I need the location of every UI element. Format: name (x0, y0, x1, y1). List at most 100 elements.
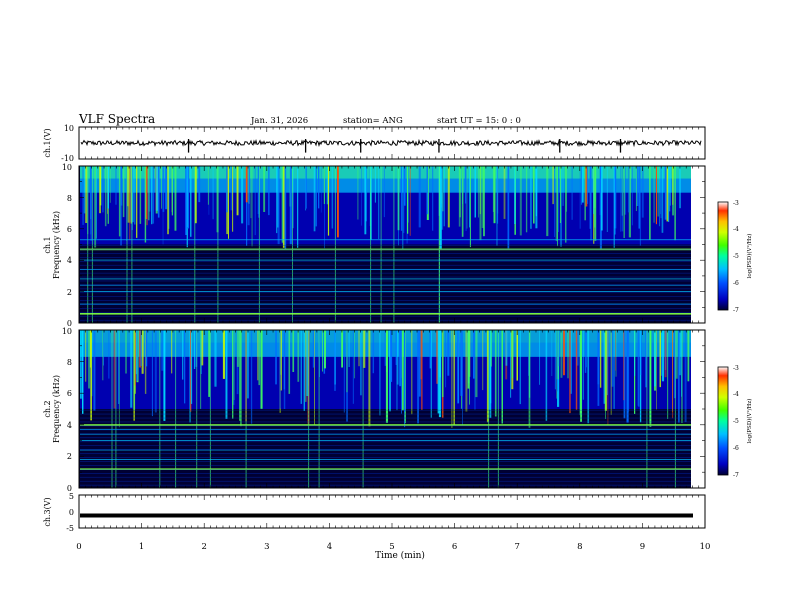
sferic-streak (469, 166, 470, 228)
sferic-streak (331, 166, 334, 229)
sferic-streak (363, 330, 366, 368)
impulse-line (308, 330, 310, 488)
sferic-streak (465, 166, 467, 231)
spectrogram-row (80, 319, 691, 321)
sferic-streak (590, 166, 592, 241)
sferic-streak (558, 330, 560, 367)
ch1-spectrogram-ylabel: Frequency (kHz) (52, 211, 61, 279)
sferic-streak (621, 166, 624, 232)
spectrogram-row (80, 441, 691, 443)
sferic-streak (384, 330, 387, 366)
sferic-streak (464, 166, 467, 204)
sferic-streak (675, 330, 678, 379)
sferic-streak (139, 330, 141, 368)
sferic-streak (403, 166, 405, 233)
sferic-streak (654, 330, 657, 387)
xtick-9: 9 (640, 542, 645, 552)
sferic-streak (486, 330, 489, 423)
sferic-streak (83, 166, 86, 214)
sferic-streak (593, 166, 595, 214)
sferic-streak (232, 166, 234, 232)
sferic-streak (157, 166, 160, 218)
sferic-streak (230, 166, 233, 211)
sferic-streak (638, 330, 640, 407)
sferic-streak (245, 166, 248, 203)
ch3-ytick-bottom: -5 (66, 524, 74, 533)
sferic-streak (453, 330, 455, 426)
spectrogram-row (80, 433, 691, 435)
sferic-streak (599, 166, 602, 216)
sferic-streak (420, 330, 423, 380)
sferic-streak (679, 330, 681, 376)
sferic-streak (90, 330, 92, 421)
sferic-streak (611, 330, 614, 387)
sferic-streak (395, 330, 398, 365)
sferic-streak (473, 330, 475, 379)
sferic-streak (552, 166, 554, 205)
sferic-streak (94, 166, 97, 248)
sferic-streak (236, 330, 240, 367)
sferic-streak (247, 330, 249, 399)
sferic-streak (313, 166, 316, 232)
sferic-streak (556, 330, 557, 399)
sferic-streak (322, 330, 323, 372)
sferic-streak (539, 330, 541, 385)
sferic-streak (251, 166, 253, 247)
sferic-streak (364, 166, 367, 235)
sferic-streak (441, 330, 444, 398)
sferic-streak (546, 166, 549, 237)
spectrogram-row (80, 437, 691, 439)
ch2-ytick-0: 0 (67, 484, 72, 493)
spectrogram-row (80, 257, 691, 258)
sferic-streak (653, 166, 655, 223)
sferic-streak (85, 330, 87, 382)
sferic-streak (134, 330, 136, 386)
start-time-label: start UT = 15: 0 : 0 (437, 116, 521, 126)
sferic-streak (289, 166, 292, 245)
sferic-streak (443, 166, 445, 227)
sferic-streak (162, 166, 164, 245)
narrowband-line (80, 259, 691, 261)
sferic-streak (401, 330, 402, 414)
sferic-streak (133, 330, 135, 421)
sferic-streak (374, 166, 376, 203)
sferic-streak (167, 166, 169, 235)
sferic-streak (649, 166, 651, 240)
impulse-line (497, 330, 499, 488)
spectrogram-row (80, 476, 691, 478)
sferic-streak (631, 166, 633, 226)
sferic-streak (318, 166, 320, 209)
sferic-streak (438, 330, 442, 378)
ch1-ytick-4: 4 (67, 256, 72, 265)
sferic-streak (666, 166, 669, 222)
sferic-streak (113, 330, 116, 409)
spectrogram-gap (691, 330, 705, 488)
sferic-streak (418, 166, 421, 228)
impulse-line (87, 166, 89, 323)
sferic-streak (664, 166, 667, 220)
sferic-streak (462, 330, 463, 426)
ch1-ytick-2: 2 (67, 288, 72, 297)
sferic-streak (417, 330, 419, 424)
sferic-streak (399, 330, 402, 387)
ch1-ytick-0: 0 (67, 319, 72, 328)
sferic-streak (437, 330, 440, 414)
sferic-streak (603, 330, 605, 404)
ch1-spectrogram-image (80, 166, 705, 323)
sferic-streak (212, 166, 214, 220)
sferic-streak (418, 330, 421, 397)
sferic-streak (346, 330, 348, 393)
ch2-colorbar-tick: -7 (733, 472, 739, 479)
sferic-streak (669, 166, 671, 206)
spectrogram-row (80, 276, 691, 278)
sferic-streak (95, 166, 97, 239)
ch1-colorbar-tick: -5 (733, 253, 739, 260)
spectrogram-row (80, 409, 691, 411)
sferic-streak (151, 166, 153, 225)
spectrogram-row (80, 292, 691, 294)
sferic-streak (198, 166, 201, 203)
ch2-colorbar-tick: -6 (733, 445, 739, 452)
sferic-streak (576, 330, 579, 366)
spectrogram-row (80, 465, 691, 466)
sferic-streak (190, 330, 192, 412)
